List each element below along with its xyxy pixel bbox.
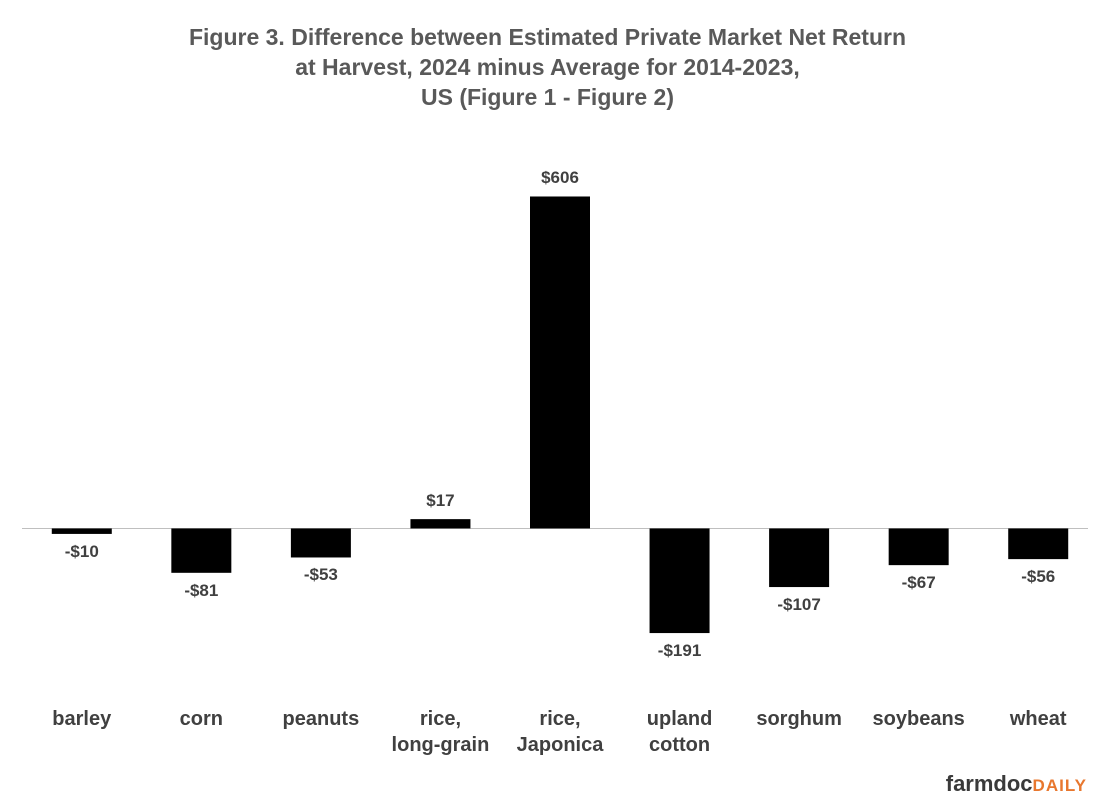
x-tick-label: wheat [1009, 708, 1067, 730]
data-label: -$56 [1021, 567, 1056, 587]
data-label: -$191 [657, 641, 702, 661]
data-label: -$81 [184, 580, 219, 600]
x-tick-label: sorghum [756, 708, 842, 730]
x-tick-label: peanuts [282, 708, 360, 730]
bar [290, 528, 351, 558]
x-tick-label: corn [179, 708, 223, 730]
logo: farmdocDAILY [946, 771, 1087, 797]
logo-accent: DAILY [1032, 776, 1087, 795]
bar [171, 528, 232, 573]
data-label: -$107 [777, 595, 821, 615]
logo-main: farmdoc [945, 771, 1033, 796]
data-label: $606 [541, 168, 579, 188]
x-tick-label: upland cotton [646, 708, 713, 756]
data-label: $17 [426, 491, 455, 511]
bar [888, 528, 949, 566]
bar [51, 528, 112, 534]
x-tick-label: barley [52, 708, 112, 730]
bar [769, 528, 830, 588]
x-tick-label: rice, Japonica [516, 708, 604, 756]
bar [649, 528, 710, 634]
bar [410, 519, 471, 529]
data-label: -$53 [303, 565, 338, 585]
chart-title: Figure 3. Difference between Estimated P… [188, 24, 907, 110]
x-tick-label: soybeans [872, 708, 965, 730]
data-label: -$67 [901, 573, 936, 593]
bar [530, 196, 590, 529]
data-label: -$10 [64, 541, 99, 561]
bar [1008, 528, 1069, 560]
x-tick-label: rice, long-grain [391, 708, 490, 756]
